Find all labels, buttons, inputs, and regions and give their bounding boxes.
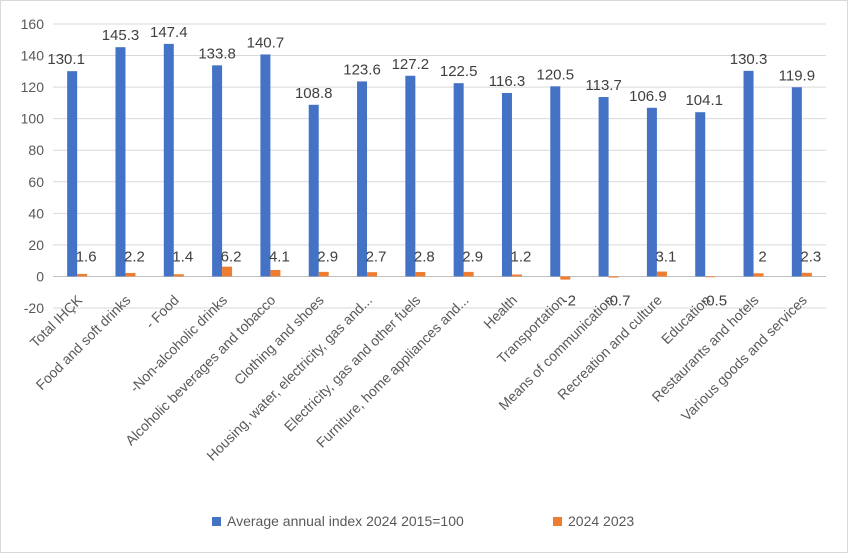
data-label-index: 104.1: [685, 92, 723, 109]
y-tick-label: 140: [21, 48, 45, 64]
bar-index: [405, 75, 416, 277]
category-label: Food and soft drinks: [33, 292, 134, 393]
bars: [67, 43, 812, 280]
data-label-change: 1.4: [172, 248, 193, 265]
y-tick-label: 60: [28, 174, 44, 190]
data-label-change: 2.2: [124, 248, 145, 265]
legend-label: 2024 2023: [568, 513, 634, 529]
data-label-index: 140.7: [247, 34, 285, 51]
data-label-index: 130.3: [730, 51, 768, 68]
data-label-change: 2.7: [366, 248, 387, 265]
bar-change: [801, 272, 812, 277]
data-label-index: 147.4: [150, 24, 188, 41]
bar-change: [173, 274, 184, 277]
bar-index: [743, 70, 754, 277]
data-label-index: 123.6: [343, 61, 381, 78]
data-label-index: 120.5: [537, 66, 575, 83]
category-label: Clothing and shoes: [231, 292, 327, 388]
data-label-change: 2.9: [317, 248, 338, 265]
bar-index: [357, 81, 368, 277]
data-labels: 130.1 1.6 145.3 2.2 147.4 1.4 133.8 6.2 140.7 4.1…: [47, 24, 821, 310]
category-label: - Food: [142, 292, 182, 332]
bar-index: [598, 97, 609, 277]
data-label-change: -0.7: [605, 292, 631, 309]
bar-index: [67, 71, 78, 277]
y-tick-label: -20: [24, 300, 44, 316]
y-tick-label: 100: [21, 111, 45, 127]
bar-index: [501, 92, 512, 277]
data-label-index: 113.7: [585, 77, 621, 94]
bar-index: [695, 112, 706, 277]
y-tick-label: 0: [36, 268, 44, 284]
data-label-change: 6.2: [221, 248, 242, 265]
legend-label: Average annual index 2024 2015=100: [227, 513, 464, 529]
bar-index: [115, 47, 126, 277]
bar-index: [791, 87, 802, 277]
bar-index: [260, 54, 271, 277]
y-tick-label: 160: [21, 16, 45, 32]
data-label-index: 108.8: [295, 85, 333, 102]
data-label-index: 119.9: [779, 67, 815, 84]
y-tick-label: 20: [28, 237, 44, 253]
bar-change: [77, 273, 88, 277]
y-tick-label: 80: [28, 142, 44, 158]
data-label-change: 2.8: [414, 248, 435, 265]
data-label-index: 127.2: [392, 56, 430, 73]
bar-change: [560, 276, 571, 280]
bar-index: [646, 107, 657, 277]
bar-change: [463, 271, 474, 277]
legend-swatch: [553, 517, 562, 526]
y-tick-label: 120: [21, 79, 45, 95]
data-label-change: -0.5: [701, 292, 727, 309]
data-label-change: 2.9: [462, 248, 483, 265]
bar-index: [308, 104, 319, 277]
bar-change: [125, 272, 136, 277]
data-label-change: 3.1: [655, 248, 676, 265]
data-label-index: 106.9: [629, 88, 667, 105]
data-label-index: 133.8: [198, 45, 236, 62]
data-label-change: 1.6: [76, 248, 97, 265]
data-label-change: 2.3: [800, 248, 821, 265]
data-label-change: 4.1: [269, 248, 290, 265]
bar-change: [222, 266, 233, 277]
legend: Average annual index 2024 2015=100 2024 2…: [212, 513, 634, 529]
bar-change: [367, 272, 378, 277]
bar-index: [212, 65, 223, 277]
bar-index: [163, 43, 174, 277]
category-label: Health: [480, 292, 520, 332]
bar-index: [453, 83, 464, 277]
legend-swatch: [212, 517, 221, 526]
bar-change: [270, 269, 281, 277]
bar-change: [318, 271, 329, 277]
bar-index: [550, 86, 561, 277]
bar-change: [511, 274, 522, 277]
data-label-change: 2: [758, 248, 766, 265]
bar-change: [608, 276, 619, 278]
bar-change: [705, 276, 716, 278]
y-axis-ticks: -20 0 20 40 60 80 100 120 140 160: [21, 16, 45, 316]
data-label-index: 122.5: [440, 63, 478, 80]
y-tick-label: 40: [28, 205, 44, 221]
bar-change: [656, 271, 667, 277]
data-label-change: 1.2: [511, 248, 532, 265]
data-label-index: 116.3: [489, 73, 525, 90]
data-label-change: -2: [563, 292, 576, 309]
bar-change: [415, 272, 426, 277]
data-label-index: 145.3: [102, 27, 140, 44]
bar-change: [753, 273, 764, 277]
data-label-index: 130.1: [47, 51, 85, 68]
